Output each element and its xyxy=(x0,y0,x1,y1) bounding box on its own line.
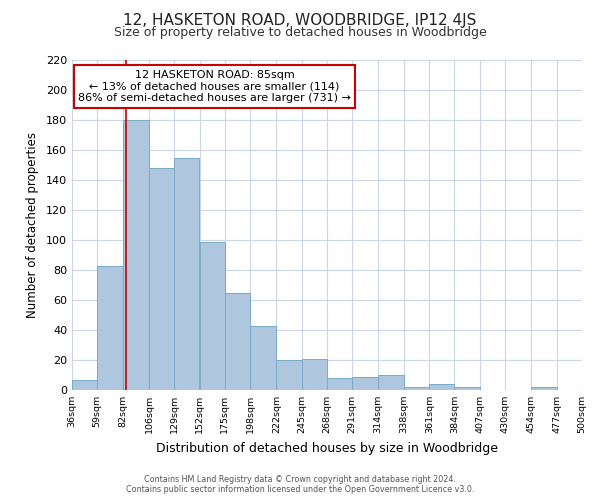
Text: Contains HM Land Registry data © Crown copyright and database right 2024.
Contai: Contains HM Land Registry data © Crown c… xyxy=(126,474,474,494)
Bar xyxy=(327,378,352,390)
Bar xyxy=(149,168,174,390)
Text: 12 HASKETON ROAD: 85sqm
← 13% of detached houses are smaller (114)
86% of semi-d: 12 HASKETON ROAD: 85sqm ← 13% of detache… xyxy=(78,70,351,103)
Bar xyxy=(225,292,250,390)
Bar xyxy=(72,380,97,390)
X-axis label: Distribution of detached houses by size in Woodbridge: Distribution of detached houses by size … xyxy=(156,442,498,454)
Bar xyxy=(429,384,455,390)
Bar xyxy=(302,358,327,390)
Text: 12, HASKETON ROAD, WOODBRIDGE, IP12 4JS: 12, HASKETON ROAD, WOODBRIDGE, IP12 4JS xyxy=(124,12,476,28)
Bar xyxy=(250,326,277,390)
Bar xyxy=(404,387,429,390)
Bar xyxy=(455,387,480,390)
Bar xyxy=(532,387,557,390)
Bar xyxy=(174,158,199,390)
Bar xyxy=(199,242,225,390)
Text: Size of property relative to detached houses in Woodbridge: Size of property relative to detached ho… xyxy=(113,26,487,39)
Bar xyxy=(377,375,404,390)
Bar xyxy=(277,360,302,390)
Bar xyxy=(97,266,122,390)
Y-axis label: Number of detached properties: Number of detached properties xyxy=(26,132,39,318)
Bar xyxy=(352,376,377,390)
Bar xyxy=(122,120,149,390)
